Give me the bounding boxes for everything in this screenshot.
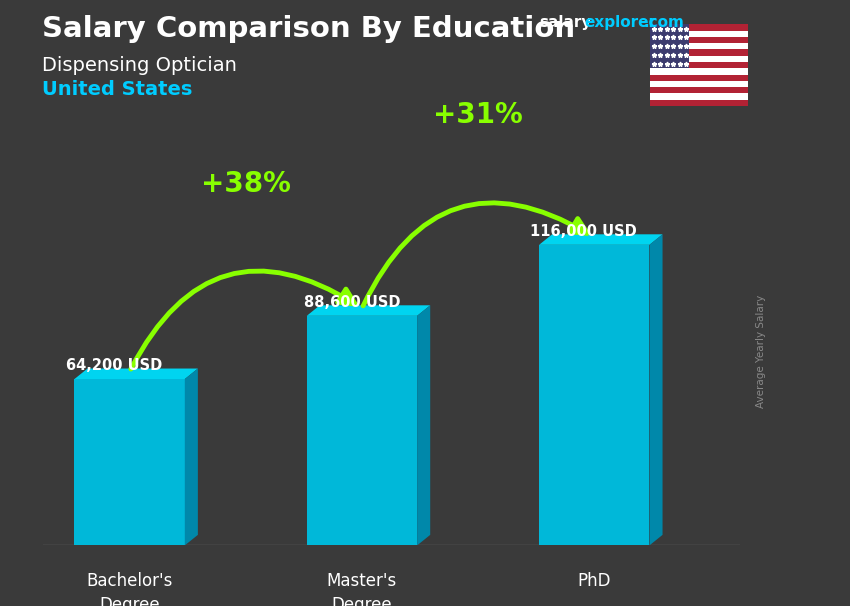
Polygon shape [75, 368, 198, 379]
Bar [650, 100, 748, 106]
Bar [650, 30, 748, 37]
Bar [650, 43, 748, 50]
FancyArrowPatch shape [363, 203, 587, 306]
Bar [650, 81, 748, 87]
FancyArrowPatch shape [131, 271, 355, 369]
Bar [650, 75, 748, 81]
Polygon shape [307, 305, 430, 316]
Text: Salary Comparison By Education: Salary Comparison By Education [42, 15, 575, 43]
Bar [650, 50, 748, 56]
Bar [650, 24, 689, 68]
Text: Average Yearly Salary: Average Yearly Salary [756, 295, 766, 408]
Bar [75, 379, 184, 545]
Text: Bachelor's: Bachelor's [87, 571, 173, 590]
Text: explorer: explorer [585, 15, 657, 30]
Polygon shape [539, 235, 662, 245]
Text: Master's: Master's [327, 571, 397, 590]
Polygon shape [417, 305, 430, 545]
Text: 116,000 USD: 116,000 USD [530, 224, 638, 239]
Bar [650, 87, 748, 93]
Text: Degree: Degree [99, 596, 160, 606]
Text: Degree: Degree [332, 596, 392, 606]
Text: Dispensing Optician: Dispensing Optician [42, 56, 237, 75]
Text: 88,600 USD: 88,600 USD [304, 295, 400, 310]
Text: PhD: PhD [577, 571, 611, 590]
Polygon shape [649, 235, 662, 545]
Bar [650, 68, 748, 75]
Bar [650, 93, 748, 100]
Bar [650, 56, 748, 62]
Text: +31%: +31% [434, 101, 523, 129]
Bar [650, 37, 748, 43]
Bar [650, 62, 748, 68]
Text: salary: salary [540, 15, 592, 30]
Text: +38%: +38% [201, 170, 291, 198]
Bar [539, 245, 649, 545]
Text: United States: United States [42, 80, 193, 99]
Text: 64,200 USD: 64,200 USD [65, 358, 162, 373]
Polygon shape [184, 368, 198, 545]
Bar [307, 316, 417, 545]
Text: .com: .com [643, 15, 684, 30]
Bar [650, 24, 748, 30]
